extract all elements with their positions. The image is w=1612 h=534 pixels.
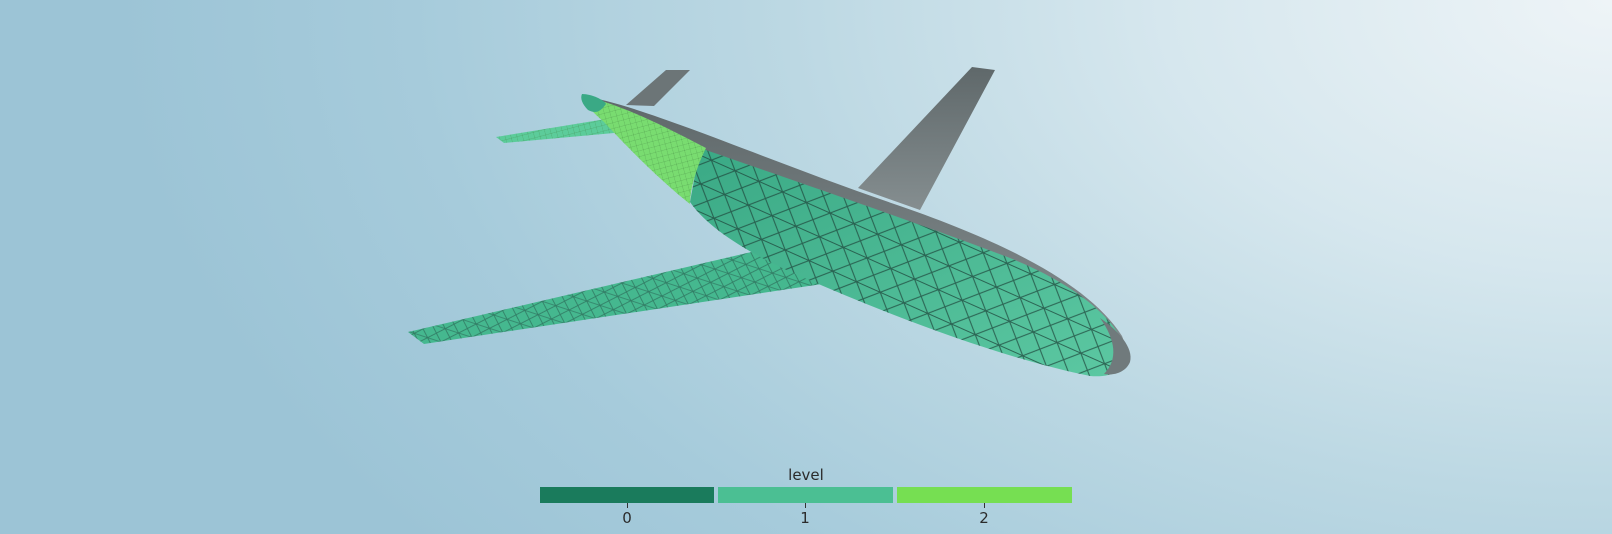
nose-rim bbox=[1100, 318, 1131, 375]
colorbar-title: level bbox=[788, 466, 824, 484]
wing-near-mesh bbox=[408, 250, 832, 344]
colorbar-label-2: 2 bbox=[979, 509, 989, 527]
colorbar-label-1: 1 bbox=[800, 509, 810, 527]
colorbar-swatch-0 bbox=[540, 487, 714, 503]
fuselage-mesh bbox=[690, 148, 1127, 377]
colorbar-bar bbox=[540, 487, 1072, 503]
tail-mesh bbox=[582, 96, 706, 204]
stabilizer-mesh bbox=[496, 118, 625, 143]
colorbar-tick-2 bbox=[984, 503, 985, 508]
wing-far bbox=[858, 67, 995, 210]
tail-cone bbox=[581, 94, 606, 112]
colorbar-tick-1 bbox=[805, 503, 806, 508]
horizontal-stabilizer-far bbox=[626, 70, 690, 106]
colorbar-swatch-2 bbox=[897, 487, 1072, 503]
colorbar-tick-0 bbox=[627, 503, 628, 508]
colorbar-legend: level 0 1 2 bbox=[540, 462, 1072, 532]
colorbar-label-0: 0 bbox=[622, 509, 632, 527]
colorbar-swatch-1 bbox=[718, 487, 893, 503]
